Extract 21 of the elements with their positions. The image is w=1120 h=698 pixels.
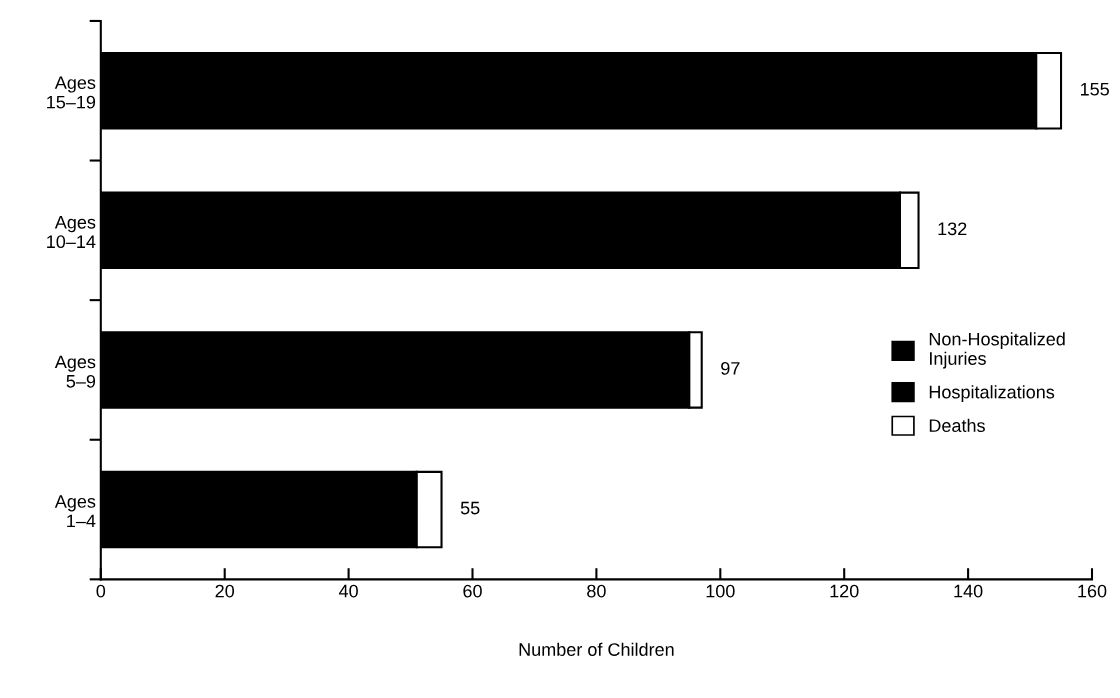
legend-label: Non-Hospitalized Injuries <box>929 332 1065 369</box>
x-axis-title: Number of Children <box>519 642 674 656</box>
legend-label: Deaths <box>929 418 985 433</box>
x-tick-label: 20 <box>215 584 235 598</box>
x-tick-label: 100 <box>706 584 735 598</box>
y-tick-label: Ages 15–19 <box>47 76 96 109</box>
y-tick-label: Ages 10–14 <box>47 216 96 249</box>
legend-label: Hospitalizations <box>929 385 1055 403</box>
y-tick-label: Ages 5–9 <box>54 355 96 388</box>
x-tick-label: 40 <box>338 584 358 598</box>
total-label: 97 <box>721 362 740 375</box>
total-label: 155 <box>1080 82 1109 96</box>
y-tick-label: Ages 1–4 <box>54 495 96 528</box>
x-tick-label: 80 <box>587 584 606 598</box>
total-label: 55 <box>460 501 480 515</box>
total-label: 132 <box>938 222 967 236</box>
x-tick-label: 140 <box>954 584 983 598</box>
x-tick-label: 60 <box>463 584 482 598</box>
x-tick-label: 160 <box>1078 584 1107 598</box>
x-tick-label: 0 <box>96 584 106 598</box>
x-tick-label: 120 <box>830 584 859 598</box>
